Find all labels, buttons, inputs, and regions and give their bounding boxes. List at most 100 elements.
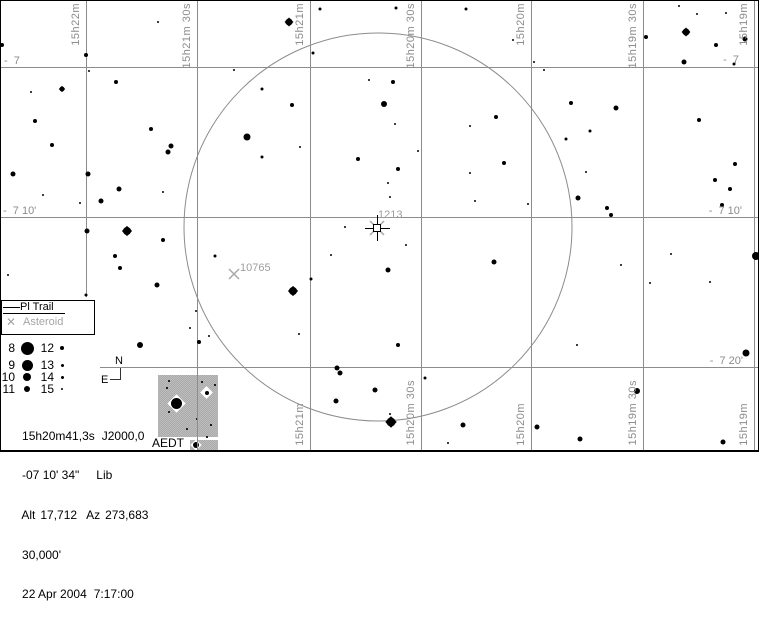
- star: [88, 70, 90, 72]
- star: [7, 274, 9, 276]
- inset-speck: [201, 381, 203, 383]
- star: [334, 365, 340, 371]
- star: [386, 417, 396, 427]
- star: [605, 206, 609, 210]
- star: [260, 87, 264, 91]
- star: [742, 36, 748, 42]
- sky-map-canvas[interactable]: [0, 0, 759, 452]
- star: [154, 282, 160, 288]
- planetarium-chart-window: { "chart_data": { "type": "scatter", "de…: [0, 0, 759, 600]
- target-center-box: [373, 224, 381, 232]
- star: [575, 195, 581, 201]
- star: [372, 387, 378, 393]
- star: [85, 171, 91, 177]
- star: [84, 228, 90, 234]
- asteroid-x-marker[interactable]: [228, 268, 240, 280]
- star: [491, 259, 497, 265]
- constellation-value: Lib: [96, 468, 113, 483]
- star: [709, 281, 711, 283]
- star: [720, 439, 726, 445]
- date-value: 22 Apr 2004: [22, 587, 87, 602]
- star: [243, 133, 251, 141]
- star: [59, 86, 65, 92]
- status-line-fov: 30,000': [2, 538, 148, 561]
- star: [162, 191, 164, 193]
- star: [527, 203, 529, 205]
- star: [696, 13, 698, 15]
- star: [98, 198, 104, 204]
- star: [713, 178, 717, 182]
- star: [299, 146, 301, 148]
- star: [742, 349, 750, 357]
- star: [502, 161, 506, 165]
- star: [260, 155, 264, 159]
- star: [318, 7, 322, 11]
- star: [417, 150, 419, 152]
- star: [678, 5, 680, 7]
- star: [116, 186, 122, 192]
- star: [728, 187, 732, 191]
- star: [290, 103, 294, 107]
- star: [577, 436, 583, 442]
- star: [644, 35, 648, 39]
- star: [469, 125, 471, 127]
- star: [161, 238, 165, 242]
- star: [533, 61, 535, 63]
- star: [569, 101, 573, 105]
- star: [588, 129, 592, 133]
- star: [634, 388, 640, 394]
- star: [208, 335, 210, 337]
- star: [464, 7, 468, 11]
- star: [213, 254, 217, 258]
- star: [534, 424, 540, 430]
- star: [42, 194, 44, 196]
- star: [337, 370, 343, 376]
- star: [670, 253, 672, 255]
- star: [114, 80, 118, 84]
- az-label: Az: [86, 508, 101, 523]
- star: [494, 115, 498, 119]
- star: [620, 264, 622, 266]
- photo-inset-image[interactable]: [158, 375, 218, 437]
- star: [733, 162, 737, 166]
- star: [460, 422, 466, 428]
- star: [391, 80, 395, 84]
- status-line-dec: -07 10' 34" Lib: [2, 459, 148, 481]
- star: [447, 442, 449, 444]
- star: [137, 342, 143, 348]
- star: [285, 18, 293, 26]
- star: [330, 254, 332, 256]
- star: [396, 167, 400, 171]
- star: [298, 333, 300, 335]
- star: [396, 343, 400, 347]
- star: [474, 200, 476, 202]
- strip-star: [193, 442, 199, 448]
- star: [649, 282, 651, 284]
- dec-value: -07 10' 34": [22, 468, 80, 483]
- star: [381, 101, 387, 107]
- star: [50, 143, 54, 147]
- inset-bright-star: [171, 398, 182, 409]
- inset-small-star: [205, 391, 209, 395]
- star: [697, 118, 701, 122]
- star: [84, 293, 88, 297]
- star: [389, 196, 391, 198]
- star: [30, 91, 32, 93]
- star: [732, 62, 736, 66]
- star: [84, 53, 88, 57]
- star: [609, 213, 613, 217]
- photo-inset-strip[interactable]: [190, 439, 218, 451]
- star: [512, 39, 514, 41]
- alt-value: 17,712: [40, 508, 78, 523]
- star: [682, 28, 690, 36]
- star: [157, 21, 159, 23]
- star: [720, 203, 724, 207]
- star: [613, 105, 619, 111]
- star: [233, 69, 235, 71]
- star: [79, 202, 81, 204]
- star: [289, 287, 297, 295]
- time-value: 7:17:00: [93, 587, 134, 602]
- star: [197, 340, 201, 344]
- status-line-altaz: Alt 17,712 Az 273,683: [2, 498, 148, 521]
- star: [344, 226, 346, 228]
